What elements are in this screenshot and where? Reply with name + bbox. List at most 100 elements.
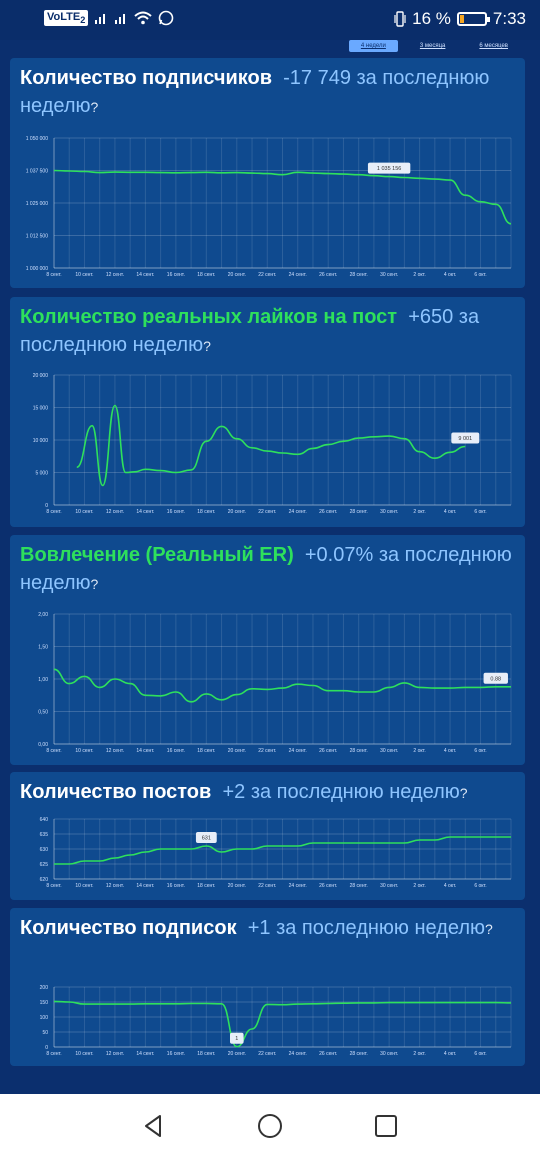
x-tick-label: 6 окт. — [474, 748, 486, 754]
x-tick-label: 6 окт. — [474, 883, 486, 889]
card-following: Количество подписок +1 за последнюю неде… — [10, 908, 525, 1066]
x-tick-label: 12 сент. — [106, 1051, 124, 1057]
y-tick-label: 0,00 — [38, 742, 48, 748]
back-icon[interactable] — [140, 1112, 168, 1140]
x-tick-label: 20 сент. — [228, 1051, 246, 1057]
x-tick-label: 12 сент. — [106, 883, 124, 889]
card-title: Количество постов +2 за последнюю неделю… — [20, 778, 515, 807]
y-tick-label: 1 050 000 — [26, 136, 48, 142]
series-line[interactable] — [53, 169, 512, 225]
x-tick-label: 14 сент. — [136, 509, 154, 515]
tooltip-box — [230, 1032, 244, 1044]
tooltip-label: 9 001 — [458, 436, 472, 442]
metric-delta: +650 за последнюю неделю — [20, 306, 480, 356]
y-tick-label: 625 — [40, 862, 49, 868]
x-tick-label: 20 сент. — [228, 272, 246, 278]
x-tick-label: 8 сент. — [46, 748, 61, 754]
navigation-bar — [0, 1094, 540, 1156]
y-tick-label: 5 000 — [35, 471, 48, 477]
tooltip-box — [195, 832, 217, 843]
card-title: Количество подписок +1 за последнюю неде… — [20, 914, 515, 943]
metric-title: Количество постов — [20, 781, 212, 803]
home-icon[interactable] — [256, 1112, 284, 1140]
x-tick-label: 30 сент. — [380, 272, 398, 278]
x-tick-label: 28 сент. — [350, 1051, 368, 1057]
x-tick-label: 16 сент. — [167, 1051, 185, 1057]
x-tick-label: 2 окт. — [413, 883, 425, 889]
vibrate-icon — [394, 11, 406, 27]
x-tick-label: 4 окт. — [444, 509, 456, 515]
x-tick-label: 28 сент. — [350, 272, 368, 278]
tab-3-months[interactable]: 3 месяца — [419, 43, 446, 49]
help-icon[interactable]: ? — [485, 921, 493, 937]
x-tick-label: 28 сент. — [350, 509, 368, 515]
help-icon[interactable]: ? — [90, 99, 99, 115]
series-line[interactable] — [76, 404, 466, 487]
x-tick-label: 26 сент. — [319, 1051, 337, 1057]
series-line[interactable] — [54, 836, 511, 865]
recents-icon[interactable] — [372, 1112, 400, 1140]
x-tick-label: 26 сент. — [319, 509, 337, 515]
x-tick-label: 10 сент. — [75, 1051, 93, 1057]
metric-title: Количество подписчиков — [20, 67, 272, 89]
x-tick-label: 18 сент. — [197, 272, 215, 278]
x-tick-label: 10 сент. — [75, 509, 93, 515]
status-bar: VoLTE2 16 % 7:33 — [0, 0, 540, 40]
x-tick-label: 2 окт. — [413, 272, 425, 278]
y-tick-label: 1 012 500 — [26, 234, 48, 240]
x-tick-label: 26 сент. — [319, 748, 337, 754]
x-tick-label: 14 сент. — [136, 883, 154, 889]
card-title: Количество реальных лайков на пост +650 … — [20, 303, 515, 360]
y-tick-label: 15 000 — [33, 406, 49, 412]
x-tick-label: 18 сент. — [197, 883, 215, 889]
x-tick-label: 16 сент. — [167, 272, 185, 278]
y-tick-label: 0 — [45, 1045, 48, 1051]
x-tick-label: 14 сент. — [136, 1051, 154, 1057]
x-tick-label: 26 сент. — [319, 883, 337, 889]
y-tick-label: 2,00 — [38, 612, 48, 618]
series-line[interactable] — [53, 668, 511, 703]
x-tick-label: 30 сент. — [380, 1051, 398, 1057]
tooltip-box — [367, 162, 411, 174]
volte-badge: VoLTE2 — [44, 10, 89, 27]
x-tick-label: 30 сент. — [380, 509, 398, 515]
y-tick-label: 20 000 — [33, 373, 49, 379]
y-tick-label: 1,50 — [38, 645, 48, 651]
x-tick-label: 16 сент. — [167, 509, 185, 515]
x-tick-label: 22 сент. — [258, 272, 276, 278]
series-line[interactable] — [53, 1000, 512, 1048]
y-tick-label: 640 — [40, 817, 49, 823]
help-icon[interactable]: ? — [459, 785, 468, 801]
tab-6-months[interactable]: 6 месяцев — [479, 43, 508, 49]
tooltip-label: 0.88 — [490, 676, 501, 682]
y-tick-label: 1 025 000 — [26, 201, 48, 207]
help-icon[interactable]: ? — [90, 576, 99, 592]
tooltip-box — [451, 432, 480, 444]
help-icon[interactable]: ? — [203, 338, 211, 354]
x-tick-label: 30 сент. — [380, 883, 398, 889]
chart-following: 0 50 100 150 200 8 сент. 10 сент. 12 сент. 14 се… — [40, 985, 512, 1057]
x-tick-label: 18 сент. — [197, 1051, 215, 1057]
y-tick-label: 150 — [40, 1000, 49, 1006]
x-tick-label: 26 сент. — [319, 272, 337, 278]
x-tick-label: 10 сент. — [75, 272, 93, 278]
tab-4-weeks[interactable]: 4 недели — [348, 40, 398, 52]
tooltip-label: 1 035 156 — [377, 166, 401, 172]
metric-delta: +0.07% за последнюю неделю — [20, 544, 512, 594]
x-tick-label: 8 сент. — [46, 1051, 61, 1057]
tooltip-label: 1 — [235, 1036, 238, 1042]
x-tick-label: 4 окт. — [444, 883, 456, 889]
card-subscribers: Количество подписчиков -17 749 за послед… — [10, 58, 525, 288]
whatsapp-icon — [158, 10, 174, 26]
card-title: Вовлечение (Реальный ER) +0.07% за после… — [20, 541, 515, 598]
y-tick-label: 1 037 500 — [26, 169, 48, 175]
x-tick-label: 4 окт. — [444, 272, 456, 278]
x-tick-label: 12 сент. — [106, 272, 124, 278]
x-tick-label: 10 сент. — [75, 748, 93, 754]
status-left: VoLTE2 — [44, 10, 174, 27]
y-tick-label: 620 — [40, 877, 49, 883]
y-tick-label: 100 — [40, 1015, 49, 1021]
y-tick-label: 0,50 — [38, 710, 48, 716]
x-tick-label: 8 сент. — [46, 272, 61, 278]
y-tick-label: 1,00 — [38, 677, 48, 683]
